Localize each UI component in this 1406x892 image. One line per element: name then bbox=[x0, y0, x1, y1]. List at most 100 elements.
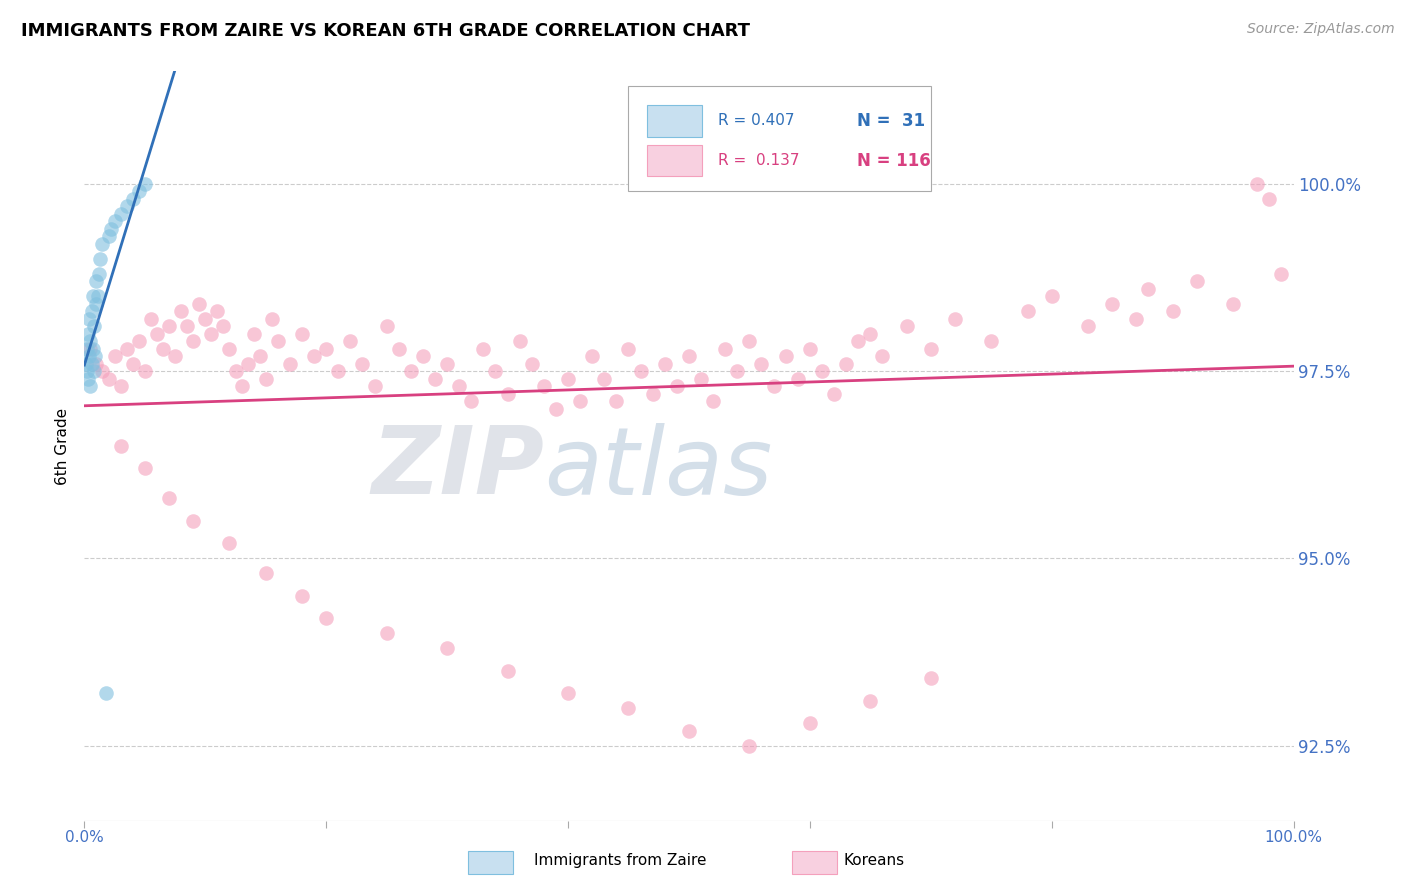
Point bbox=[388, 342, 411, 356]
Point bbox=[811, 364, 834, 378]
Point bbox=[630, 364, 652, 378]
Point bbox=[641, 386, 664, 401]
Point bbox=[896, 319, 918, 334]
Point bbox=[89, 252, 111, 266]
Point bbox=[1222, 296, 1244, 310]
Point bbox=[690, 371, 713, 385]
Point bbox=[375, 319, 398, 334]
Point bbox=[835, 357, 858, 371]
Point bbox=[188, 296, 211, 310]
Point bbox=[146, 326, 169, 341]
Point bbox=[128, 184, 150, 198]
Point bbox=[702, 394, 724, 409]
Point bbox=[738, 739, 761, 753]
Text: 0.0%: 0.0% bbox=[65, 830, 104, 845]
Point bbox=[75, 357, 97, 371]
Point bbox=[76, 364, 98, 378]
Text: 100.0%: 100.0% bbox=[1264, 830, 1323, 845]
Point bbox=[157, 319, 180, 334]
Point bbox=[200, 326, 222, 341]
Point bbox=[859, 326, 882, 341]
Point bbox=[436, 641, 458, 656]
Point bbox=[363, 379, 385, 393]
Point bbox=[399, 364, 422, 378]
Text: ZIP: ZIP bbox=[371, 423, 544, 515]
Point bbox=[569, 394, 592, 409]
Point bbox=[449, 379, 471, 393]
Point bbox=[1246, 177, 1268, 191]
Text: R = 0.407: R = 0.407 bbox=[718, 113, 794, 128]
Point bbox=[87, 267, 110, 281]
Point bbox=[278, 357, 301, 371]
Point bbox=[80, 304, 103, 318]
Text: atlas: atlas bbox=[544, 423, 772, 514]
Point bbox=[110, 439, 132, 453]
Point bbox=[121, 357, 143, 371]
Point bbox=[1161, 304, 1184, 318]
Point bbox=[110, 207, 132, 221]
Point bbox=[557, 686, 579, 700]
Point bbox=[859, 694, 882, 708]
Point bbox=[176, 319, 198, 334]
Point bbox=[236, 357, 259, 371]
Point bbox=[352, 357, 374, 371]
Point bbox=[260, 311, 283, 326]
Point bbox=[1270, 267, 1292, 281]
Point bbox=[339, 334, 361, 348]
Point bbox=[86, 274, 108, 288]
Point bbox=[872, 349, 894, 363]
Point bbox=[315, 342, 337, 356]
Point bbox=[943, 311, 966, 326]
Point bbox=[134, 461, 156, 475]
Point bbox=[1185, 274, 1208, 288]
Point bbox=[218, 536, 240, 550]
Point bbox=[509, 334, 531, 348]
Point bbox=[328, 364, 350, 378]
Point bbox=[91, 364, 114, 378]
Point bbox=[1101, 296, 1123, 310]
Point bbox=[1125, 311, 1147, 326]
Text: N =  31: N = 31 bbox=[858, 112, 925, 130]
Y-axis label: 6th Grade: 6th Grade bbox=[55, 408, 70, 484]
Point bbox=[128, 334, 150, 348]
Point bbox=[617, 342, 640, 356]
Point bbox=[152, 342, 174, 356]
Point bbox=[533, 379, 555, 393]
Point bbox=[91, 236, 114, 251]
Point bbox=[97, 371, 120, 385]
Point bbox=[436, 357, 458, 371]
Point bbox=[617, 701, 640, 715]
Point bbox=[104, 214, 127, 228]
Point bbox=[76, 342, 98, 356]
Point bbox=[315, 611, 337, 625]
Text: Source: ZipAtlas.com: Source: ZipAtlas.com bbox=[1247, 22, 1395, 37]
Point bbox=[762, 379, 785, 393]
Point bbox=[1137, 282, 1160, 296]
Point bbox=[520, 357, 543, 371]
Point bbox=[725, 364, 748, 378]
Point bbox=[714, 342, 737, 356]
Point bbox=[121, 192, 143, 206]
Text: Immigrants from Zaire: Immigrants from Zaire bbox=[534, 854, 707, 868]
Point bbox=[823, 386, 845, 401]
Point bbox=[83, 319, 105, 334]
Point bbox=[157, 491, 180, 506]
Point bbox=[82, 342, 104, 356]
Point bbox=[423, 371, 446, 385]
Point bbox=[115, 199, 138, 213]
Point bbox=[581, 349, 603, 363]
Point bbox=[1040, 289, 1063, 303]
Point bbox=[242, 326, 264, 341]
Point bbox=[165, 349, 187, 363]
Point bbox=[302, 349, 325, 363]
Point bbox=[249, 349, 271, 363]
Point bbox=[484, 364, 506, 378]
Point bbox=[846, 334, 869, 348]
Point bbox=[225, 364, 247, 378]
Point bbox=[254, 566, 277, 581]
Point bbox=[181, 334, 204, 348]
Point bbox=[920, 342, 942, 356]
Point bbox=[799, 342, 821, 356]
Point bbox=[654, 357, 676, 371]
Point bbox=[86, 296, 108, 310]
